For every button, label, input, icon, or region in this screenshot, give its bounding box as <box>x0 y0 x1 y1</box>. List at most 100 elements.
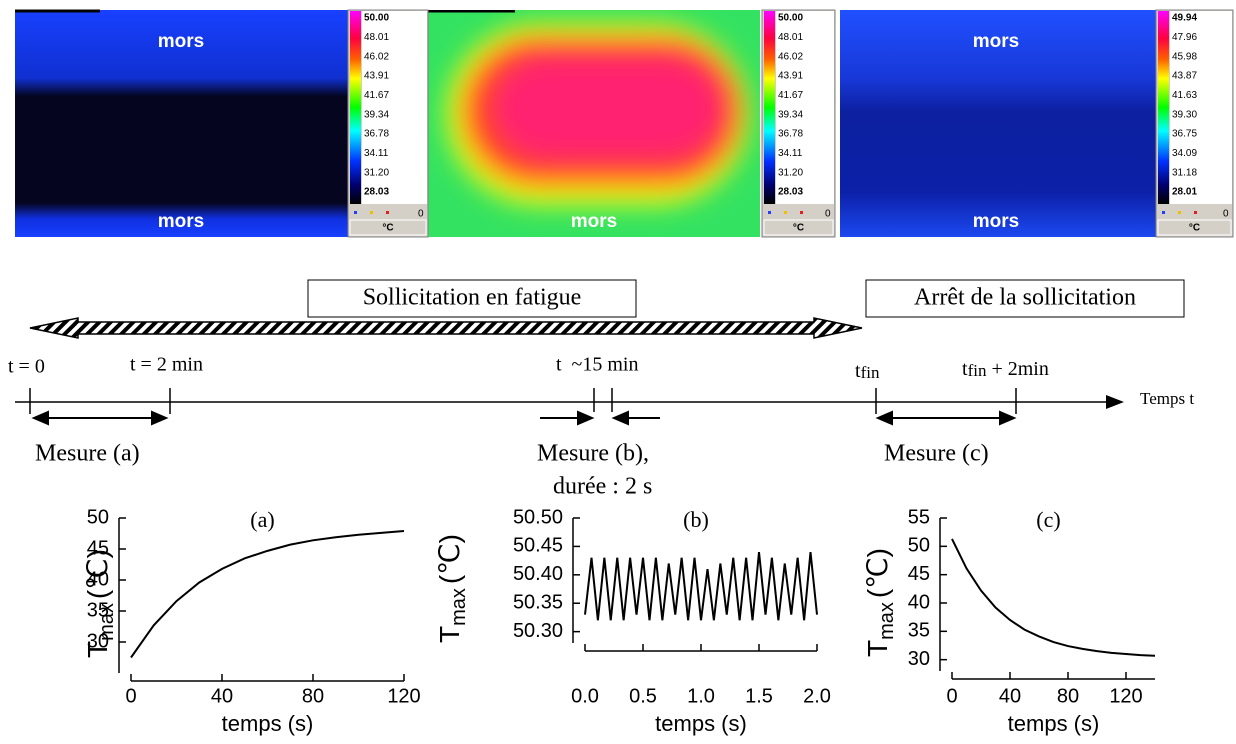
colorbar-label: 28.03 <box>364 187 389 198</box>
label: mors <box>973 31 1019 52</box>
y-label-unit: (℃) <box>82 549 113 599</box>
time-label: t ~15 min <box>556 354 639 376</box>
label: mors <box>158 31 204 52</box>
thermal-image <box>428 10 760 237</box>
unit-label: °C <box>793 223 804 234</box>
y-axis-label: Tmax (℃) <box>82 549 118 658</box>
measure-arrows <box>31 410 1017 426</box>
time-label: t = 0 <box>8 356 45 378</box>
phase-label: Sollicitation en fatigue <box>363 285 582 311</box>
measure-label: Mesure (b), <box>537 441 649 467</box>
time-ticks <box>29 388 1017 414</box>
colorbar-labels-bg <box>776 11 834 204</box>
x-axis-label: temps (s) <box>655 711 747 736</box>
colorbar-label: 46.02 <box>364 51 389 62</box>
colorbar-label: 39.34 <box>364 109 389 120</box>
y-tick-label: 40 <box>908 591 930 613</box>
y-axis-label: Tmax (℃) <box>862 548 898 657</box>
time-label: tfin + 2min <box>962 358 1049 380</box>
colorbar-label: 34.11 <box>778 148 803 159</box>
label: mors <box>973 211 1019 232</box>
y-tick-label: 50 <box>908 535 930 557</box>
x-tick-label: 1.5 <box>745 685 773 707</box>
legend-dot <box>784 211 787 214</box>
colorbar-label: 41.67 <box>364 90 389 101</box>
legend-dot <box>768 211 771 214</box>
colorbar-label: 41.63 <box>1172 90 1197 101</box>
thermal-image <box>15 10 348 237</box>
x-tick-label: 40 <box>999 685 1021 707</box>
legend-dot <box>1162 211 1165 214</box>
data-line <box>130 530 405 659</box>
legend-zero: 0 <box>825 209 831 220</box>
legend-dot <box>1194 211 1197 214</box>
unit-box <box>349 219 427 236</box>
colorbar-label: 43.91 <box>778 71 803 82</box>
colorbar-label: 48.01 <box>364 32 389 43</box>
axis-label: Temps t <box>1140 389 1194 408</box>
colorbar-label: 50.00 <box>364 13 389 24</box>
unit-box <box>1157 219 1232 236</box>
y-tick-label: 30 <box>908 648 930 670</box>
x-axis-label: temps (s) <box>1008 711 1100 736</box>
colorbar-label: 31.18 <box>1172 167 1197 178</box>
chart-title: (a) <box>250 507 274 532</box>
y-label-sub: max <box>448 588 470 626</box>
unit-label: °C <box>1189 223 1200 234</box>
time-label: tfin <box>855 360 880 382</box>
y-tick-label: 50.40 <box>513 563 563 585</box>
colorbar-label: 49.94 <box>1172 13 1197 24</box>
colorbar-label: 36.78 <box>364 129 389 140</box>
legend-dot <box>354 211 357 214</box>
colorbar-labels-bg <box>362 11 427 204</box>
label: mors <box>571 211 617 232</box>
t: t <box>855 360 861 382</box>
y-label-unit: (℃) <box>862 548 893 598</box>
thermal-image <box>840 10 1156 237</box>
y-label-sub: max <box>96 603 118 641</box>
x-tick-label: 0.0 <box>571 685 599 707</box>
colorbar-label: 28.01 <box>1172 187 1197 198</box>
label: mors <box>158 211 204 232</box>
y-tick-label: 40 <box>87 568 109 590</box>
sub: fin <box>968 361 987 380</box>
y-tick-label: 55 <box>908 506 930 528</box>
colorbar-label: 28.03 <box>778 187 803 198</box>
phase-label: Arrêt de la sollicitation <box>914 285 1136 311</box>
chart-title: (b) <box>683 507 709 532</box>
y-tick-label: 50.45 <box>513 535 563 557</box>
x-tick-label: 120 <box>1109 685 1142 707</box>
data-line <box>584 551 818 621</box>
y-label-main: T <box>82 641 113 658</box>
colorbar <box>1158 11 1169 204</box>
phase-box <box>307 279 637 318</box>
x-axis-label: temps (s) <box>222 711 314 736</box>
legend-dot <box>800 211 803 214</box>
y-tick-label: 35 <box>87 599 109 621</box>
y-tick-label: 50.30 <box>513 620 563 642</box>
x-tick-label: 2.0 <box>803 685 831 707</box>
colorbar-label: 36.78 <box>778 129 803 140</box>
unit-label: °C <box>382 223 393 234</box>
y-label-main: T <box>434 626 465 643</box>
colorbar-label: 47.96 <box>1172 32 1197 43</box>
colorbar-label: 45.98 <box>1172 51 1197 62</box>
colorbar-label: 50.00 <box>778 13 803 24</box>
colorbar-label: 36.75 <box>1172 129 1197 140</box>
legend-dot <box>370 211 373 214</box>
measure-label: Mesure (a) <box>35 441 140 467</box>
x-tick-label: 0.5 <box>629 685 657 707</box>
measure-label: durée : 2 s <box>553 474 652 500</box>
legend-dot <box>1178 211 1181 214</box>
colorbar-label: 43.91 <box>364 71 389 82</box>
colorbar-label: 41.67 <box>778 90 803 101</box>
x-tick-label: 0 <box>125 685 136 707</box>
y-label-main: T <box>862 640 893 657</box>
unit-box <box>763 219 834 236</box>
phase-box <box>865 279 1185 318</box>
duration-arrow <box>29 317 863 339</box>
y-axis-label: Tmax (℃) <box>434 534 470 643</box>
colorbar <box>764 11 775 204</box>
